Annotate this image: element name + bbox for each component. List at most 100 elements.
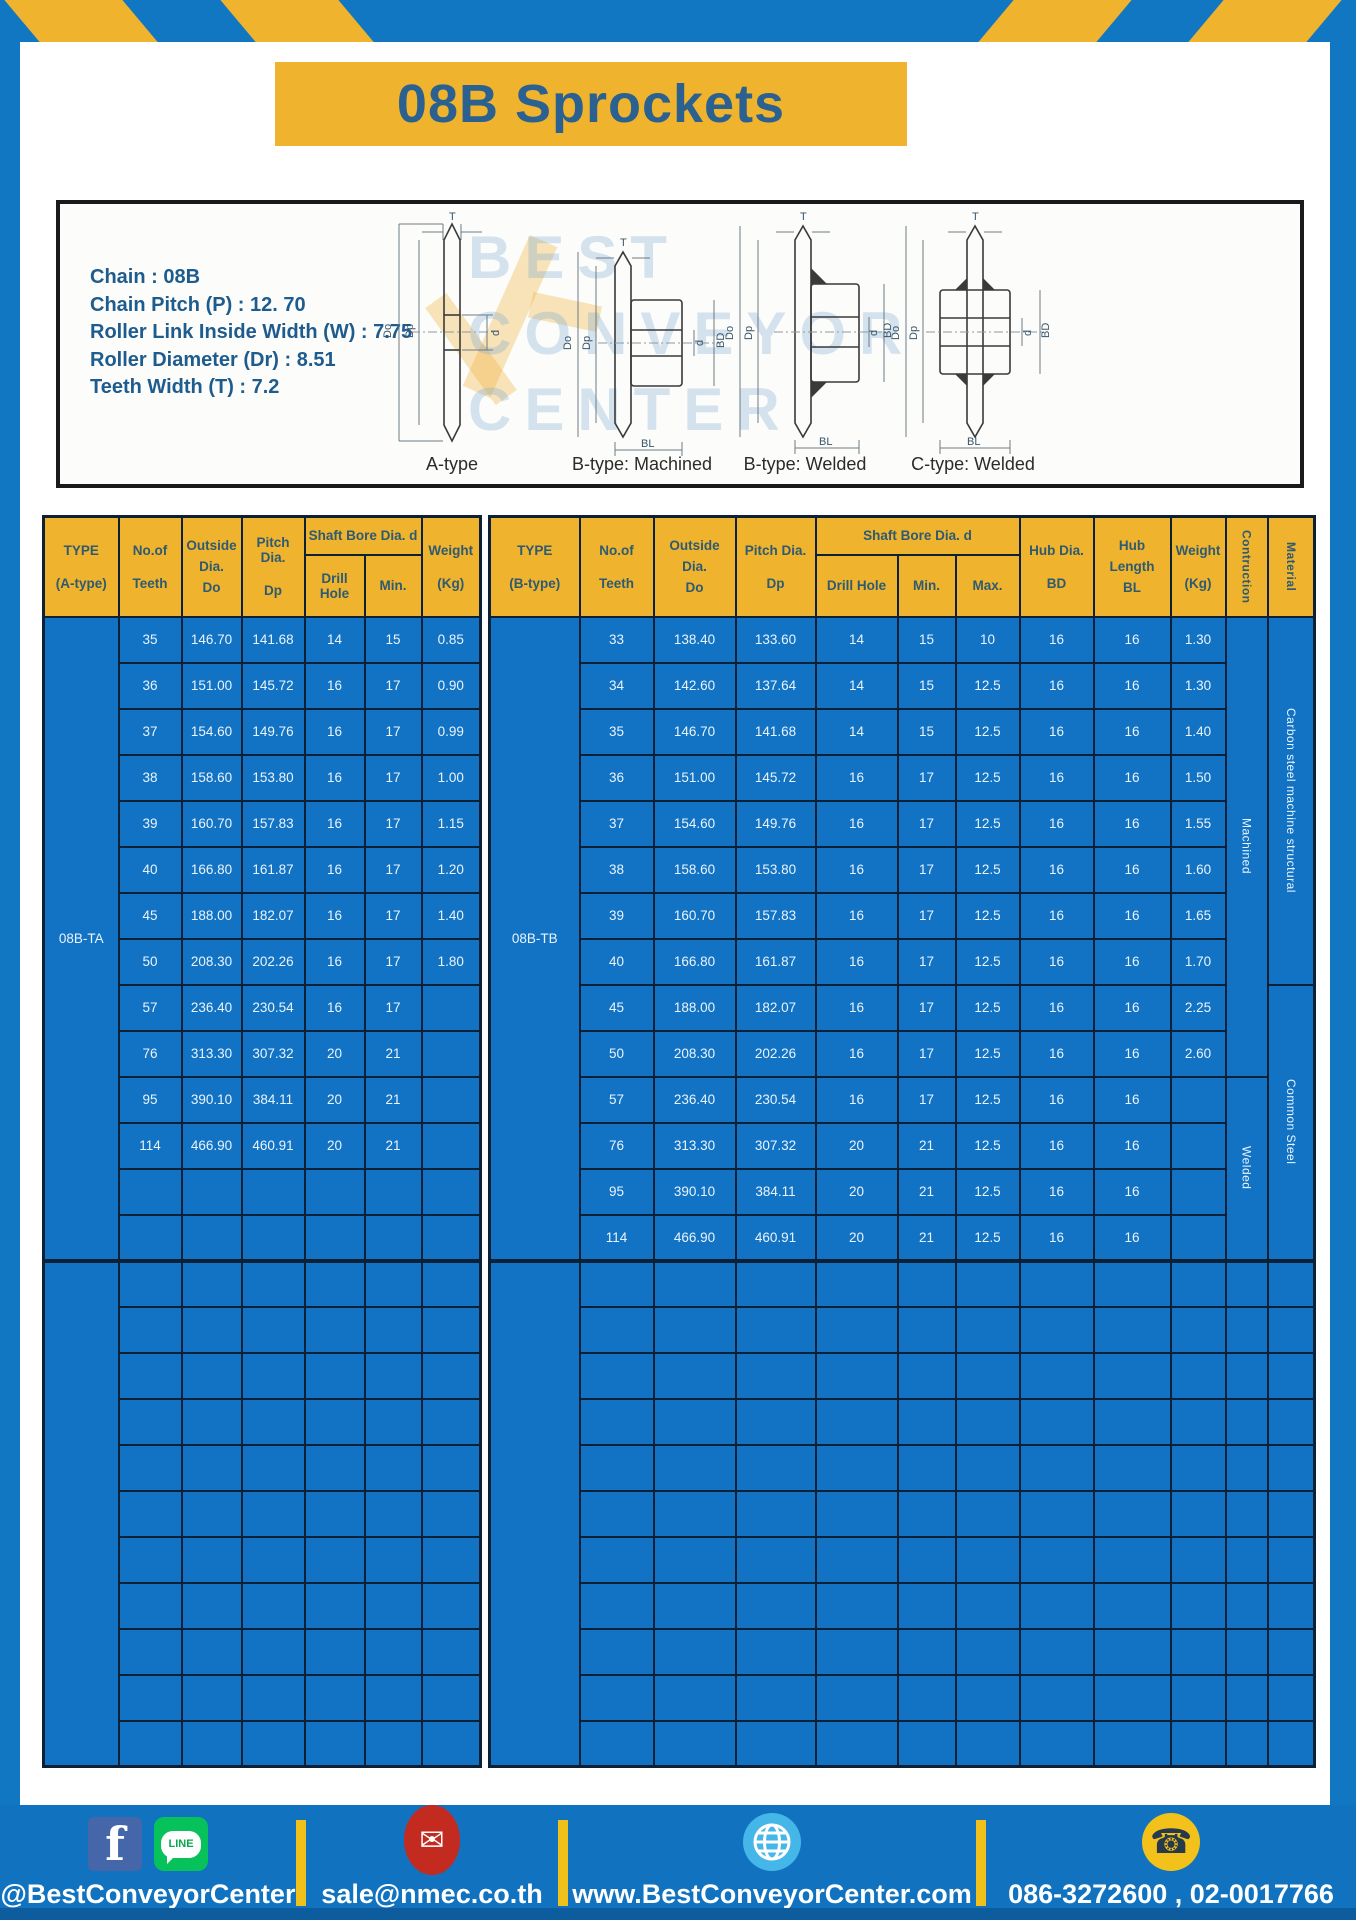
table-cell: 16 <box>1092 983 1172 1032</box>
table-cell: 236.40 <box>180 983 243 1032</box>
table-cell: 149.76 <box>734 799 817 848</box>
table-cell: 45 <box>578 983 655 1032</box>
table-cell: 16 <box>814 799 899 848</box>
table-cell: 16 <box>1018 845 1095 894</box>
table-cell: 166.80 <box>652 937 737 986</box>
table-cell <box>303 1673 366 1722</box>
table-cell <box>363 1305 423 1354</box>
spec-line: Chain : 08B <box>90 266 201 288</box>
table-cell: 17 <box>363 983 423 1032</box>
table-cell <box>652 1489 737 1538</box>
table-cell <box>303 1305 366 1354</box>
table-cell <box>420 1673 482 1722</box>
header-max: Max. <box>954 553 1021 618</box>
footer-email-segment: ✉ sale@nmec.co.th <box>306 1805 558 1920</box>
decor-stripe <box>1188 0 1342 42</box>
table-cell <box>896 1443 957 1492</box>
table-cell: 17 <box>896 845 957 894</box>
diagram-panel: BEST CONVEYOR CENTER Chain : 08B Chain P… <box>56 200 1304 488</box>
header-drill-hole: Drill Hole <box>303 553 366 618</box>
table-cell: 21 <box>896 1213 957 1262</box>
table-cell <box>734 1673 817 1722</box>
table-cell <box>117 1581 183 1630</box>
table-cell <box>420 1258 482 1308</box>
table-cell <box>303 1167 366 1216</box>
sprocket-drawing-a-type: T Do Dp d <box>382 211 502 455</box>
table-cell: 1.00 <box>420 753 482 802</box>
table-cell: 50 <box>117 937 183 986</box>
table-cell: 20 <box>814 1167 899 1216</box>
table-cell <box>117 1397 183 1446</box>
table-cell: 161.87 <box>734 937 817 986</box>
table-cell: 161.87 <box>240 845 306 894</box>
table-cell <box>1169 1581 1227 1630</box>
table-cell <box>954 1673 1021 1722</box>
table-cell: 16 <box>1092 707 1172 756</box>
table-cell <box>1018 1627 1095 1676</box>
table-cell: 16 <box>814 1075 899 1124</box>
table-cell: 17 <box>896 983 957 1032</box>
table-cell: 16 <box>1018 1029 1095 1078</box>
header-hub-length: Hub Length BL <box>1092 515 1172 618</box>
material-cell: Carbon steel machine structural <box>1266 615 1316 986</box>
table-cell: 0.85 <box>420 615 482 664</box>
line-icon: LINE <box>154 1817 208 1871</box>
svg-text:Do: Do <box>562 336 574 350</box>
table-cell <box>420 1719 482 1768</box>
table-cell: 230.54 <box>240 983 306 1032</box>
decor-stripe <box>4 0 158 42</box>
table-cell: 142.60 <box>652 661 737 710</box>
table-cell <box>363 1397 423 1446</box>
table-cell: 2.60 <box>1169 1029 1227 1078</box>
table-cell <box>1224 1351 1269 1400</box>
table-cell: 21 <box>896 1167 957 1216</box>
table-cell <box>954 1443 1021 1492</box>
table-cell <box>954 1535 1021 1584</box>
table-cell <box>1266 1673 1316 1722</box>
table-cell <box>240 1673 306 1722</box>
decor-stripe <box>978 0 1132 42</box>
table-cell <box>363 1627 423 1676</box>
table-cell: 16 <box>814 983 899 1032</box>
table-cell: 12.5 <box>954 983 1021 1032</box>
table-cell <box>1266 1305 1316 1354</box>
table-cell <box>954 1351 1021 1400</box>
table-cell <box>180 1258 243 1308</box>
table-cell: 16 <box>1092 891 1172 940</box>
social-handle: @BestConveyorCenter <box>0 1879 296 1909</box>
table-cell: 466.90 <box>652 1213 737 1262</box>
header-hub-dia: Hub Dia. BD <box>1018 515 1095 618</box>
table-cell: 57 <box>117 983 183 1032</box>
header-teeth: No.of Teeth <box>578 515 655 618</box>
table-cell <box>578 1719 655 1768</box>
table-cell: 208.30 <box>652 1029 737 1078</box>
table-cell: 15 <box>896 615 957 664</box>
svg-text:T: T <box>800 211 807 223</box>
table-cell: 16 <box>1092 845 1172 894</box>
table-cell <box>240 1535 306 1584</box>
table-cell: 182.07 <box>734 983 817 1032</box>
table-cell: 16 <box>1018 615 1095 664</box>
construction-cell: Welded <box>1224 1075 1269 1262</box>
table-cell <box>734 1258 817 1308</box>
table-cell <box>814 1443 899 1492</box>
table-cell <box>814 1535 899 1584</box>
table-cell <box>420 1075 482 1124</box>
table-cell: 137.64 <box>734 661 817 710</box>
table-cell: 10 <box>954 615 1021 664</box>
table-cell <box>578 1673 655 1722</box>
svg-text:BD: BD <box>882 323 892 338</box>
table-cell <box>1018 1673 1095 1722</box>
table-cell: 16 <box>303 799 366 848</box>
table-cell: 12.5 <box>954 937 1021 986</box>
table-cell <box>1224 1489 1269 1538</box>
table-cell <box>180 1305 243 1354</box>
header-weight: Weight (Kg) <box>1169 515 1227 618</box>
table-cell: 16 <box>1092 799 1172 848</box>
table-cell: 20 <box>814 1213 899 1262</box>
table-cell <box>1169 1397 1227 1446</box>
table-cell <box>117 1443 183 1492</box>
table-cell: 188.00 <box>652 983 737 1032</box>
table-cell <box>303 1535 366 1584</box>
table-cell: 17 <box>363 799 423 848</box>
